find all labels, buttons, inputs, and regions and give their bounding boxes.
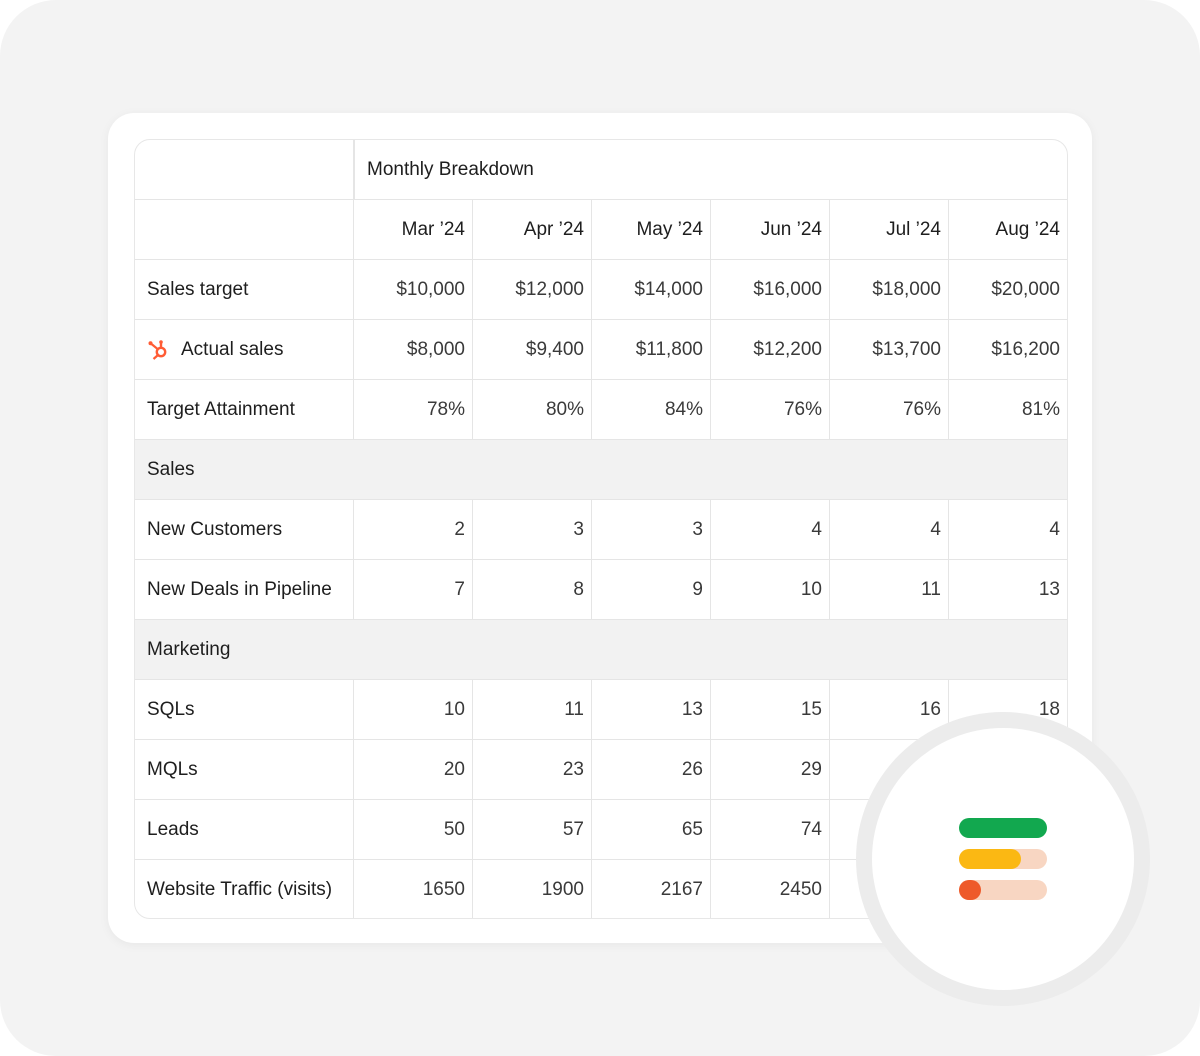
table-cell: 78%: [354, 380, 473, 439]
table-cell: 3: [473, 500, 592, 559]
table-cell: $16,200: [991, 339, 1060, 360]
red-status-bar-fill: [959, 880, 981, 900]
table-cell: 15: [711, 680, 830, 739]
table-row: Target Attainment 78% 80% 84% 76% 76% 81%: [135, 380, 1067, 440]
table-cell: 18: [1038, 699, 1060, 720]
row-label: Leads: [135, 800, 354, 859]
table-cell: 57: [473, 800, 592, 859]
table-cell: 1900: [473, 860, 592, 918]
table-row: New Customers 2 3 3 4 4 4: [135, 500, 1067, 560]
table-row: Website Traffic (visits) 1650 1900 2167 2450: [135, 860, 1067, 918]
table-cell: $8,000: [354, 320, 473, 379]
table-header-row: Monthly Breakdown: [135, 140, 1067, 200]
table-cell: $11,800: [592, 320, 711, 379]
table-cell: 65: [592, 800, 711, 859]
table-row: New Deals in Pipeline 7 8 9 10 11 13: [135, 560, 1067, 620]
table-cell: 13: [1038, 579, 1060, 600]
table-cell: $18,000: [830, 260, 949, 319]
table-row: MQLs 20 23 26 29: [135, 740, 1067, 800]
table-row: Actual sales $8,000 $9,400 $11,800 $12,200 $1…: [135, 320, 1067, 380]
table-row: SQLs 10 11 13 15 16 18: [135, 680, 1067, 740]
table-cell: 10: [711, 560, 830, 619]
table-cell: 23: [473, 740, 592, 799]
table-cell: 29: [711, 740, 830, 799]
yellow-status-bar-fill: [959, 849, 1021, 869]
table-cell: $12,000: [473, 260, 592, 319]
table-cell: 20: [354, 740, 473, 799]
table-cell: 4: [1049, 519, 1060, 540]
month-header: Aug ’24: [995, 219, 1060, 240]
row-label: New Deals in Pipeline: [135, 560, 354, 619]
table-cell: 74: [711, 800, 830, 859]
section-label: Sales: [147, 459, 195, 480]
green-status-bar-fill: [959, 818, 1047, 838]
row-label: Sales target: [135, 260, 354, 319]
table-cell: 13: [592, 680, 711, 739]
table-cell: 9: [592, 560, 711, 619]
table-cell: $12,200: [711, 320, 830, 379]
section-row: Marketing: [135, 620, 1067, 680]
table-cell: $10,000: [354, 260, 473, 319]
monthly-breakdown-heading: Monthly Breakdown: [354, 140, 1067, 199]
table-cell: 4: [830, 500, 949, 559]
table-cell: 84%: [592, 380, 711, 439]
table-cell: $14,000: [592, 260, 711, 319]
table-cell: 8: [473, 560, 592, 619]
month-header: Jul ’24: [830, 200, 949, 259]
row-label: Target Attainment: [135, 380, 354, 439]
table-row: Sales target $10,000 $12,000 $14,000 $16,000…: [135, 260, 1067, 320]
month-header: Apr ’24: [473, 200, 592, 259]
table-cell: $16,000: [711, 260, 830, 319]
table-cell: 7: [354, 560, 473, 619]
green-status-bar: [959, 818, 1047, 838]
table-cell: 4: [711, 500, 830, 559]
table-cell: 1650: [354, 860, 473, 918]
row-label: New Customers: [135, 500, 354, 559]
table-cell: 26: [592, 740, 711, 799]
table-cell: 11: [473, 680, 592, 739]
table-cell: $20,000: [991, 279, 1060, 300]
header-corner-cell: [135, 140, 354, 199]
table-cell: 81%: [1021, 399, 1060, 420]
months-corner-cell: [135, 200, 354, 259]
table-cell: 2450: [711, 860, 830, 918]
row-label: MQLs: [135, 740, 354, 799]
month-header: Mar ’24: [354, 200, 473, 259]
table-cell: 10: [354, 680, 473, 739]
row-label: SQLs: [135, 680, 354, 739]
section-row: Sales: [135, 440, 1067, 500]
month-header: May ’24: [592, 200, 711, 259]
month-header: Jun ’24: [711, 200, 830, 259]
red-status-bar: [959, 880, 1047, 900]
table-cell: 50: [354, 800, 473, 859]
table-cell: 76%: [830, 380, 949, 439]
row-label: Website Traffic (visits): [135, 860, 354, 918]
table-cell: 16: [830, 680, 949, 739]
section-label: Marketing: [147, 639, 231, 660]
yellow-status-bar: [959, 849, 1047, 869]
table-cell: 2: [354, 500, 473, 559]
table-cell: 76%: [711, 380, 830, 439]
table-cell: 2167: [592, 860, 711, 918]
row-label: Actual sales: [135, 320, 354, 379]
table-cell: $13,700: [830, 320, 949, 379]
months-header-row: Mar ’24 Apr ’24 May ’24 Jun ’24 Jul ’24 Aug ’…: [135, 200, 1067, 260]
table-cell: 3: [592, 500, 711, 559]
table-cell: 11: [830, 560, 949, 619]
table-cell: $9,400: [473, 320, 592, 379]
table-cell: 80%: [473, 380, 592, 439]
table-row: Leads 50 57 65 74: [135, 800, 1067, 860]
hubspot-icon: [148, 340, 167, 360]
